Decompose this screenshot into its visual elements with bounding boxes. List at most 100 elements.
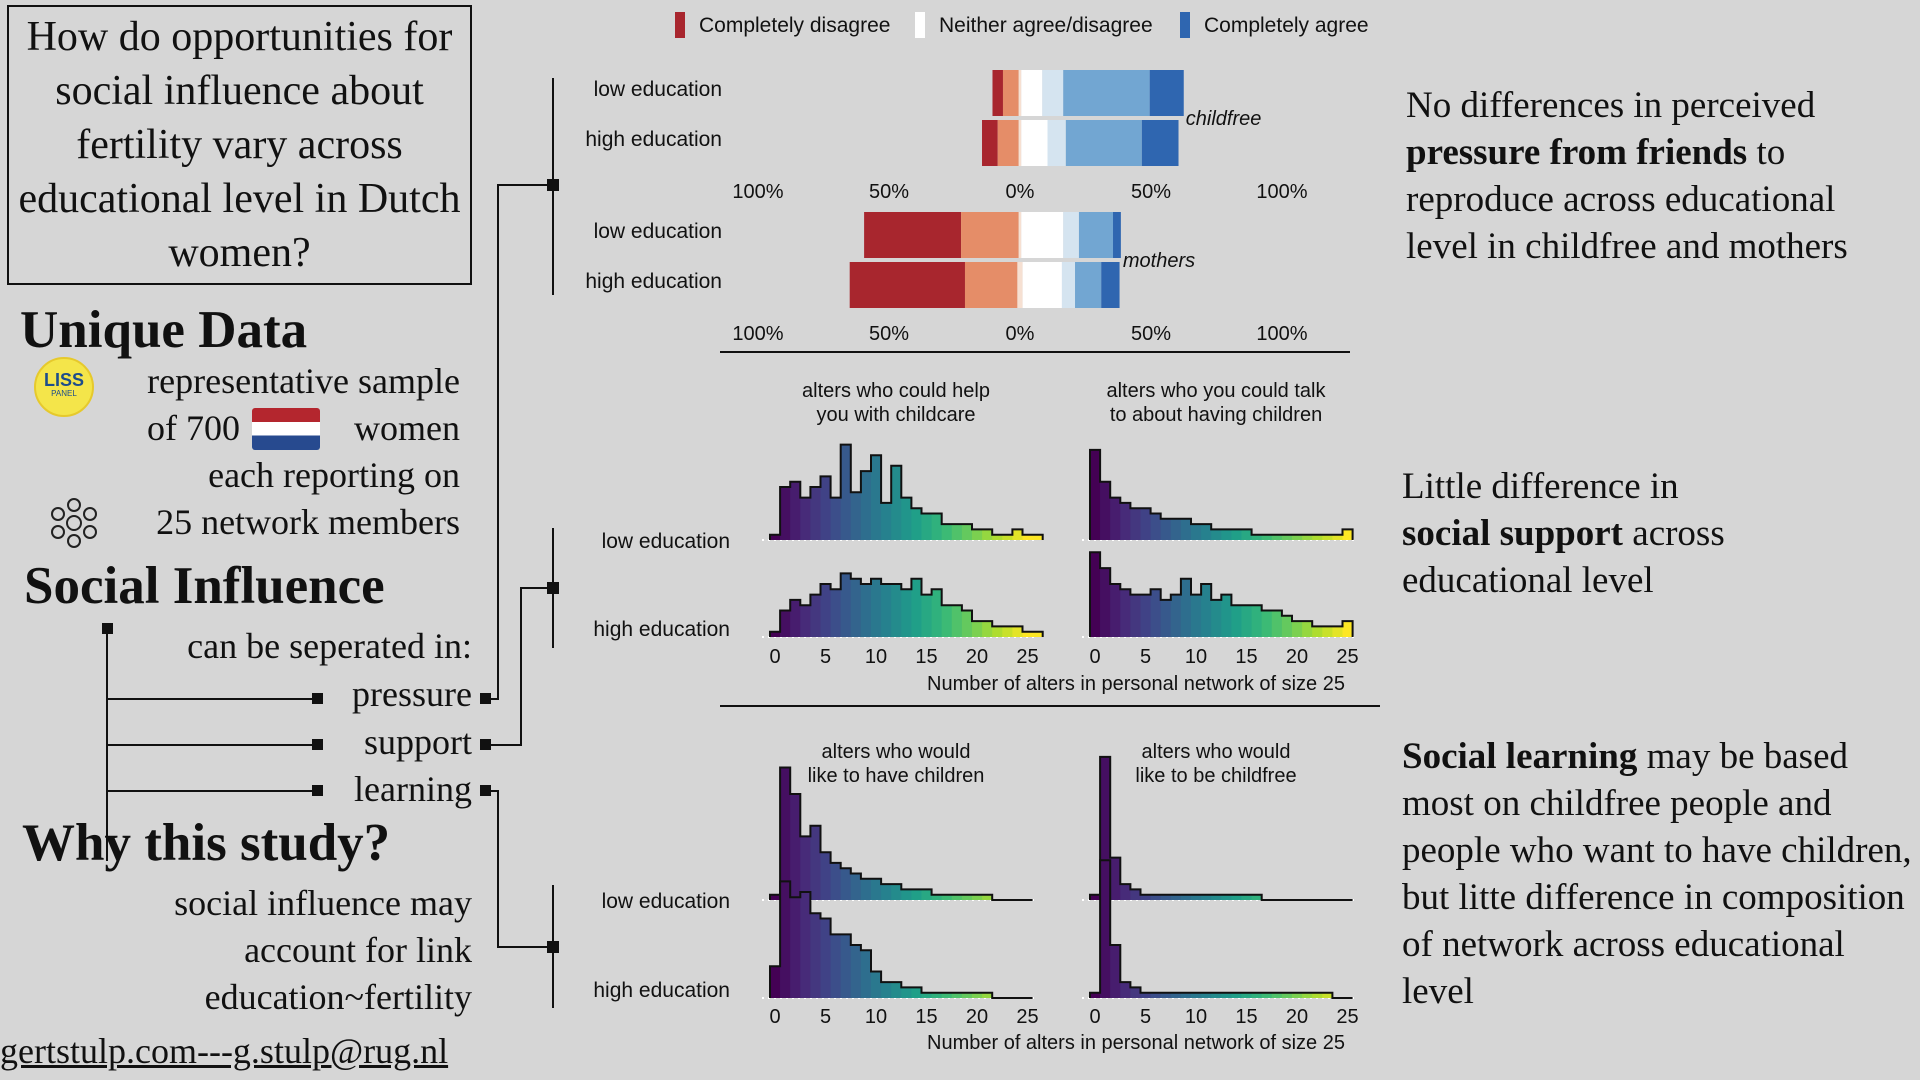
hist-bar xyxy=(941,524,953,540)
hist-bar xyxy=(1271,534,1283,540)
legend-swatch xyxy=(675,12,685,38)
hist-bar xyxy=(1150,513,1162,540)
hist-tick-label: 0 xyxy=(1089,646,1100,668)
hist-bar xyxy=(1110,945,1121,998)
finding-support-post: across educational level xyxy=(1402,513,1725,601)
likert-segment xyxy=(964,262,1018,308)
hist-outline xyxy=(769,572,1044,637)
hist-bar xyxy=(800,892,811,998)
hist-bar xyxy=(951,605,963,637)
hist-bar xyxy=(982,621,993,637)
likert-segment xyxy=(1002,70,1019,116)
hist-bar xyxy=(1251,894,1263,900)
hist-bar xyxy=(931,589,943,637)
likert-segment xyxy=(1141,120,1179,166)
hist-tick-label: 25 xyxy=(1336,1006,1358,1028)
hist-bar xyxy=(871,578,882,637)
hist-bar xyxy=(1241,605,1253,637)
hist-bar xyxy=(1110,857,1121,900)
hist-bar xyxy=(1090,552,1101,637)
hist-tick-label: 10 xyxy=(865,646,887,668)
hist-bar xyxy=(881,502,892,540)
hist-bar xyxy=(1342,529,1354,540)
hist-bar xyxy=(1201,524,1212,540)
hist-tick-label: 25 xyxy=(1016,646,1038,668)
finding-support-bold: social support xyxy=(1402,513,1624,554)
hist-outline xyxy=(1089,448,1354,540)
hist-bar xyxy=(1032,631,1044,637)
footer-link[interactable]: gertstulp.com---g.stulp@rug.nl xyxy=(0,1031,449,1071)
hist-title: to about having children xyxy=(1110,404,1322,426)
hist-bar xyxy=(1261,534,1273,540)
hist-bar xyxy=(820,852,832,900)
hist-bar xyxy=(1022,534,1034,540)
hist-bar xyxy=(1180,992,1192,998)
hist-bar xyxy=(941,894,953,900)
hist-bar xyxy=(840,934,852,998)
hist-bar xyxy=(800,605,811,637)
hist-bar xyxy=(881,884,892,900)
hist-bar xyxy=(1110,584,1121,637)
hist-bar xyxy=(770,631,781,637)
hist-bar xyxy=(1281,534,1293,540)
item-learning: learning xyxy=(354,769,472,809)
hist-bar xyxy=(1120,589,1131,637)
hist-bar xyxy=(830,862,842,900)
hist-row-label: high education xyxy=(593,618,730,641)
hist-bar xyxy=(1251,534,1263,540)
hist-bar xyxy=(911,508,922,540)
hist-bar xyxy=(1292,992,1303,998)
hist-bar xyxy=(820,918,832,998)
hist-bar xyxy=(1191,524,1202,540)
hist-bar xyxy=(790,897,801,998)
question-box: How do opportunities for social influenc… xyxy=(7,5,472,285)
hist-bar xyxy=(810,487,821,540)
likert-segment xyxy=(1063,70,1150,116)
hist-bar xyxy=(931,894,943,900)
likert-segment xyxy=(1017,262,1023,308)
hist-bar xyxy=(770,534,781,540)
hist-bar xyxy=(992,534,1003,540)
hist-bar xyxy=(800,836,811,900)
hist-tick-label: 0 xyxy=(769,1006,780,1028)
likert-panel-label: childfree xyxy=(1186,108,1262,130)
flag-netherlands-icon xyxy=(252,408,320,450)
finding-pressure-pre: No differences in perceived xyxy=(1406,85,1816,126)
hist-tick-label: 15 xyxy=(915,1006,937,1028)
hist-bar xyxy=(1180,518,1192,540)
hist-outline xyxy=(1089,755,1353,901)
likert-tick-label: 100% xyxy=(1256,323,1307,345)
likert-segment xyxy=(1022,262,1062,308)
hist-bar xyxy=(1332,534,1343,540)
likert-tick-label: 50% xyxy=(1131,181,1171,203)
hist-bar xyxy=(1160,894,1172,900)
hist-bar xyxy=(1221,992,1232,998)
hist-bar xyxy=(860,878,872,900)
hist-bar xyxy=(1231,992,1242,998)
hist-bar xyxy=(1342,621,1354,637)
finding-pressure: No differences in perceived pressure fro… xyxy=(1406,82,1906,270)
likert-panel-label: mothers xyxy=(1123,250,1195,272)
question-text: How do opportunities for social influenc… xyxy=(18,14,461,276)
hist-tick-label: 25 xyxy=(1336,646,1358,668)
likert-row-label: low education xyxy=(594,220,722,243)
hist-bar xyxy=(1160,599,1172,637)
hist-tick-label: 5 xyxy=(1140,1006,1151,1028)
hist-bar xyxy=(1160,518,1172,540)
unique-data-heading: Unique Data xyxy=(20,301,308,359)
hist-bar xyxy=(800,497,811,540)
likert-segment xyxy=(961,212,1019,258)
hist-bar xyxy=(1100,481,1111,540)
hist-bar xyxy=(941,992,953,998)
hist-bar xyxy=(840,444,852,540)
hist-row-label: low education xyxy=(602,530,730,553)
why-line1: social influence may xyxy=(174,883,472,923)
hist-bar xyxy=(780,487,791,540)
liss-logo: LISS PANEL xyxy=(34,357,94,417)
hist-bar xyxy=(891,584,902,637)
hist-bar xyxy=(770,966,781,998)
hist-bar xyxy=(850,578,862,637)
likert-chart: Completely disagree Neither agree/disagre… xyxy=(585,12,1369,345)
hist-bar xyxy=(830,934,842,998)
hist-bar xyxy=(951,992,963,998)
